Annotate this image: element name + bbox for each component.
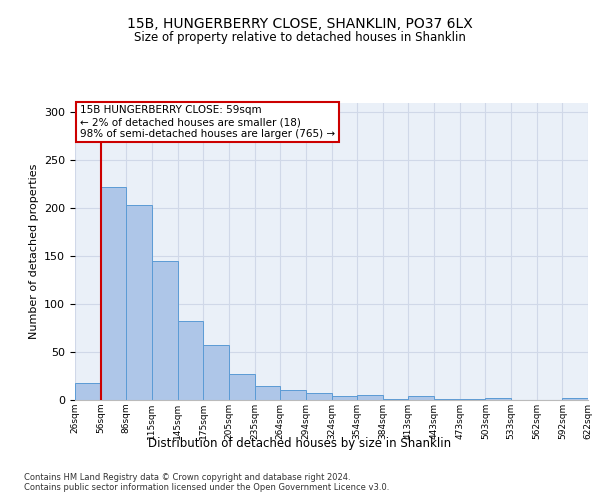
Text: 15B, HUNGERBERRY CLOSE, SHANKLIN, PO37 6LX: 15B, HUNGERBERRY CLOSE, SHANKLIN, PO37 6… [127, 18, 473, 32]
Bar [203, 346, 229, 400]
Text: Contains public sector information licensed under the Open Government Licence v3: Contains public sector information licen… [24, 484, 389, 492]
Bar [434, 399, 460, 400]
Bar [357, 395, 383, 400]
Bar [460, 399, 485, 400]
Bar [254, 386, 280, 400]
Text: 15B HUNGERBERRY CLOSE: 59sqm
← 2% of detached houses are smaller (18)
98% of sem: 15B HUNGERBERRY CLOSE: 59sqm ← 2% of det… [80, 106, 335, 138]
Bar [75, 382, 101, 400]
Bar [229, 374, 254, 400]
Bar [383, 399, 409, 400]
Bar [152, 261, 178, 400]
Bar [331, 396, 357, 400]
Text: Distribution of detached houses by size in Shanklin: Distribution of detached houses by size … [148, 438, 452, 450]
Y-axis label: Number of detached properties: Number of detached properties [29, 164, 38, 339]
Bar [485, 398, 511, 400]
Bar [178, 322, 203, 400]
Bar [562, 398, 588, 400]
Bar [127, 205, 152, 400]
Text: Contains HM Land Registry data © Crown copyright and database right 2024.: Contains HM Land Registry data © Crown c… [24, 472, 350, 482]
Bar [280, 390, 306, 400]
Bar [409, 396, 434, 400]
Bar [101, 187, 127, 400]
Text: Size of property relative to detached houses in Shanklin: Size of property relative to detached ho… [134, 31, 466, 44]
Bar [306, 394, 331, 400]
